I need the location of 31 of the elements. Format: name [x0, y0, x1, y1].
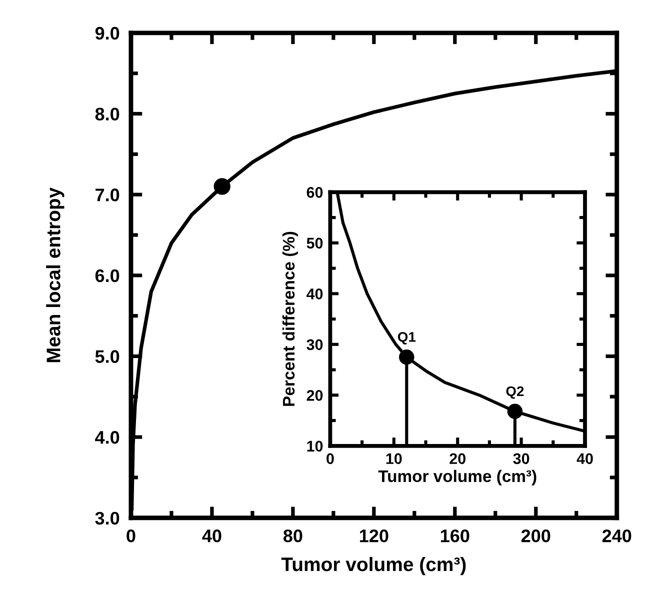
x-tick-label: 240	[602, 529, 632, 542]
y-tick-label: 8.0	[95, 108, 120, 120]
x-tick-label: 0	[326, 453, 334, 464]
y-tick-label: 7.0	[96, 188, 120, 202]
y-tick-label: 30	[306, 339, 323, 350]
annotation: Q1	[398, 332, 416, 344]
y-tick-label: 4.0	[95, 431, 120, 444]
x-tick-label: 80	[283, 529, 302, 542]
y-tick-label: 6.0	[95, 269, 120, 282]
x-tick-label: 0	[126, 529, 136, 542]
y-tick-label: 10	[307, 440, 323, 452]
x-tick-label: 10	[386, 453, 402, 464]
y-tick-label: 5.0	[95, 350, 120, 363]
x-tick-label: 120	[360, 529, 388, 542]
y-axis-title: Mean local entropy	[46, 187, 64, 362]
x-axis-title: Tumor volume (cm³)	[378, 470, 536, 486]
x-axis-title: Tumor volume (cm³)	[281, 556, 466, 576]
y-tick-label: 9.0	[95, 26, 120, 40]
x-tick-label: 40	[576, 453, 593, 464]
x-tick-label: 40	[202, 529, 222, 542]
x-tick-label: 200	[521, 529, 550, 542]
annotation: Q2	[506, 386, 524, 399]
x-tick-label: 160	[440, 529, 470, 542]
y-tick-label: 20	[306, 390, 323, 401]
y-axis-title: Percent difference (%)	[282, 232, 298, 406]
y-tick-label: 40	[306, 288, 323, 300]
y-tick-label: 50	[306, 238, 323, 249]
x-tick-label: 30	[513, 453, 530, 464]
x-tick-label: 20	[450, 453, 466, 464]
y-tick-label: 3.0	[95, 512, 120, 525]
y-tick-label: 60	[306, 187, 323, 198]
